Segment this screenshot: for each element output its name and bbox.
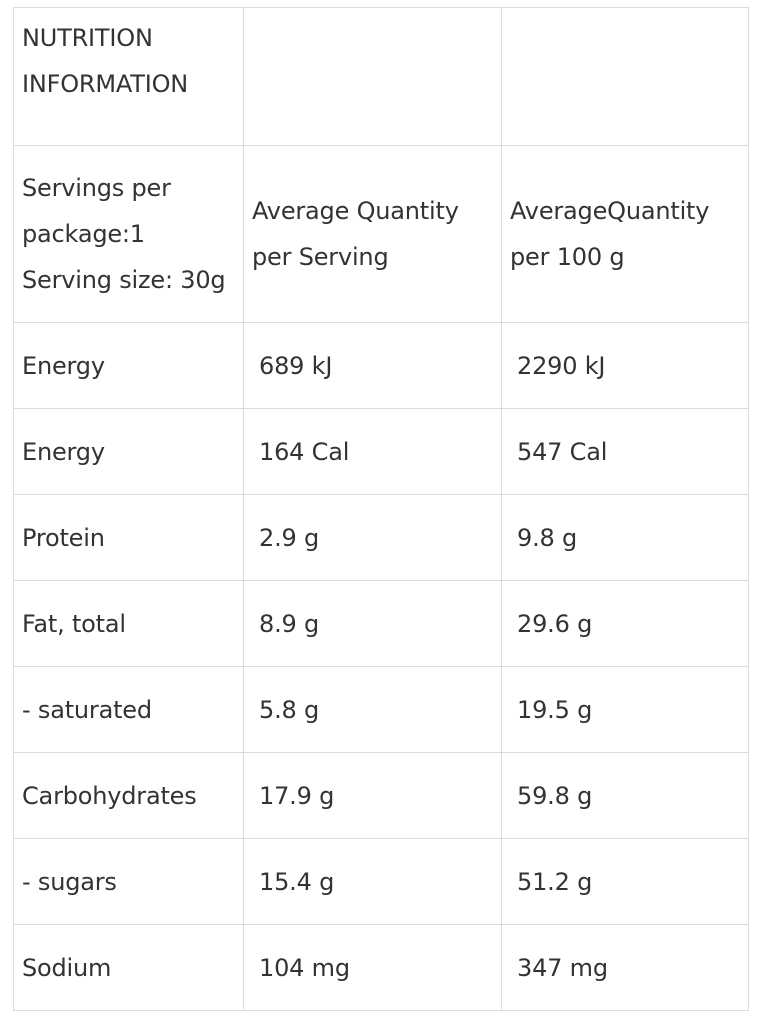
nutrient-name: Energy [13,408,244,495]
table-row: Sodium 104 mg 347 mg [13,924,749,1011]
per-serving-value: 164 Cal [243,408,502,495]
per-serving-value: 104 mg [243,924,502,1011]
table-row: - saturated 5.8 g 19.5 g [13,666,749,753]
empty-cell [501,7,749,146]
nutrient-name: Carbohydrates [13,752,244,839]
per-100g-header: AverageQuantity per 100 g [501,145,749,323]
per-serving-header-line: per Serving [252,243,389,271]
per-100g-value: 51.2 g [501,838,749,925]
per-serving-value: 5.8 g [243,666,502,753]
serving-info-line: package:1 [22,220,145,248]
per-100g-value: 9.8 g [501,494,749,581]
table-row: Carbohydrates 17.9 g 59.8 g [13,752,749,839]
nutrient-name: Sodium [13,924,244,1011]
per-100g-value: 19.5 g [501,666,749,753]
per-serving-value: 8.9 g [243,580,502,667]
nutrient-name: Fat, total [13,580,244,667]
per-serving-value: 15.4 g [243,838,502,925]
per-100g-value: 59.8 g [501,752,749,839]
table-row: - sugars 15.4 g 51.2 g [13,838,749,925]
nutrition-table: NUTRITION INFORMATION Servings per packa… [13,7,749,1011]
table-row: Energy 164 Cal 547 Cal [13,408,749,495]
per-serving-value: 2.9 g [243,494,502,581]
serving-info-header: Servings per package:1 Serving size: 30g [13,145,244,323]
serving-info-line: Serving size: 30g [22,266,226,294]
per-serving-header-line: Average Quantity [252,197,459,225]
title-row: NUTRITION INFORMATION [13,7,749,146]
per-100g-header-line: per 100 g [510,243,625,271]
nutrient-name: - saturated [13,666,244,753]
per-100g-header-line: AverageQuantity [510,197,710,225]
per-serving-value: 689 kJ [243,322,502,409]
per-100g-value: 347 mg [501,924,749,1011]
table-title-line: NUTRITION [22,24,153,52]
table-row: Protein 2.9 g 9.8 g [13,494,749,581]
table-row: Fat, total 8.9 g 29.6 g [13,580,749,667]
empty-cell [243,7,502,146]
table-title: NUTRITION INFORMATION [13,7,244,146]
serving-info-line: Servings per [22,174,171,202]
header-row: Servings per package:1 Serving size: 30g… [13,145,749,323]
per-100g-value: 547 Cal [501,408,749,495]
table-title-line: INFORMATION [22,70,189,98]
nutrient-name: Energy [13,322,244,409]
per-100g-value: 2290 kJ [501,322,749,409]
nutrient-name: Protein [13,494,244,581]
table-row: Energy 689 kJ 2290 kJ [13,322,749,409]
per-serving-value: 17.9 g [243,752,502,839]
nutrient-name: - sugars [13,838,244,925]
per-100g-value: 29.6 g [501,580,749,667]
per-serving-header: Average Quantity per Serving [243,145,502,323]
